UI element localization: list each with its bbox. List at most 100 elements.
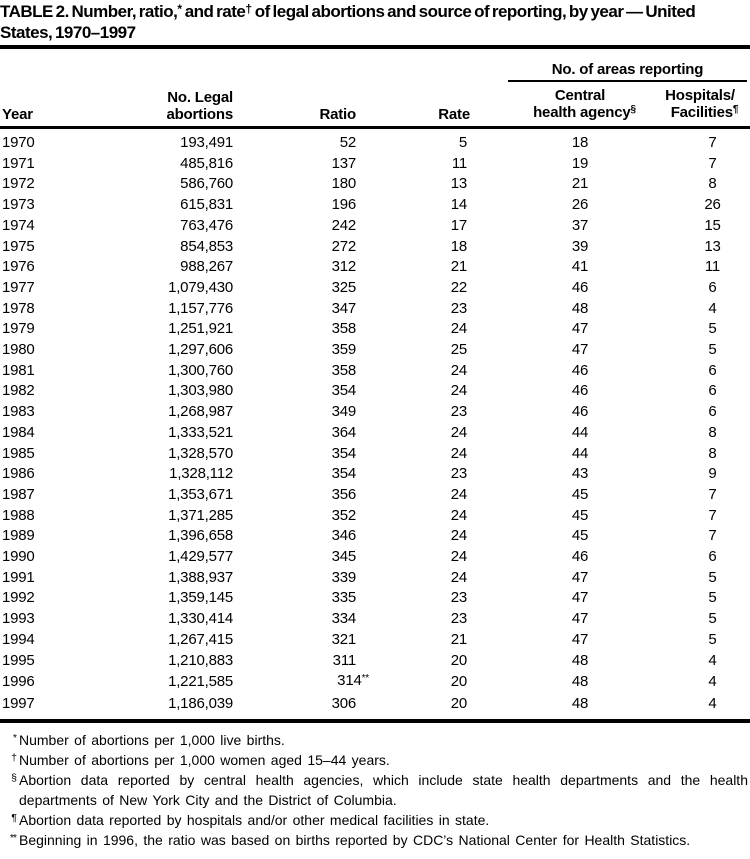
cell-ratio: 349 (331, 403, 357, 421)
cell-central: 47 (571, 568, 589, 586)
cell-rate: 21 (450, 630, 467, 648)
cell-year: 1976 (2, 258, 35, 276)
table-row: 1984 1,333,521 364 24 44 8 (0, 423, 750, 444)
footnote-marker: * (12, 731, 17, 744)
cell-hospitals: 7 (708, 485, 717, 503)
footnote-text: Number of abortions per 1,000 women aged… (19, 751, 390, 768)
cell-hospitals: 4 (708, 651, 717, 669)
cell-rate: 5 (458, 134, 467, 151)
cell-central: 46 (571, 278, 589, 296)
cell-abortions: 1,359,145 (168, 589, 233, 607)
cell-central: 37 (571, 216, 589, 234)
cell-rate: 24 (450, 485, 467, 503)
cell-central: 46 (571, 548, 589, 566)
cell-central: 46 (571, 361, 589, 379)
col-header-central-health-agency: Central health agency§ (470, 82, 650, 129)
cell-rate: 24 (450, 444, 467, 462)
cell-ratio: 312 (331, 258, 357, 276)
cell-hospitals: 4 (708, 673, 717, 691)
cell-ratio: 196 (331, 196, 357, 214)
cell-hospitals: 5 (708, 320, 717, 338)
cell-central: 48 (571, 673, 589, 691)
cell-hospitals: 5 (708, 610, 717, 628)
cell-abortions: 1,157,776 (168, 299, 233, 317)
cell-abortions: 988,267 (180, 258, 233, 276)
cell-abortions: 1,079,430 (168, 278, 233, 296)
cell-ratio: 180 (331, 175, 357, 193)
cell-year: 1978 (2, 299, 35, 317)
cell-hospitals: 5 (708, 589, 717, 607)
cell-rate: 17 (450, 216, 467, 234)
cell-hospitals: 6 (708, 382, 717, 400)
cell-abortions: 193,491 (180, 134, 233, 151)
cell-rate: 24 (450, 506, 467, 524)
cell-rate: 13 (450, 175, 467, 193)
table-row: 1976 988,267 312 21 41 11 (0, 257, 750, 278)
cell-ratio: 354 (331, 382, 357, 400)
cell-ratio: 364 (331, 423, 357, 441)
cell-year: 1981 (2, 361, 35, 379)
cell-ratio: 345 (331, 548, 357, 566)
table-row: 1991 1,388,937 339 24 47 5 (0, 568, 750, 589)
col-header-rate: Rate (358, 82, 470, 129)
cell-rate: 23 (450, 589, 467, 607)
cell-hospitals: 15 (704, 216, 721, 234)
col-header-abortions-line1: No. Legal (167, 89, 233, 106)
cell-central: 45 (571, 527, 589, 545)
cell-rate: 25 (450, 341, 467, 359)
cell-central: 47 (571, 341, 589, 359)
cell-ratio: 335 (331, 589, 357, 607)
cell-abortions: 1,300,760 (168, 361, 233, 379)
abortions-by-year-table: No. of areas reporting Year No. Legal ab… (0, 49, 750, 719)
cell-rate: 24 (450, 320, 467, 338)
cell-hospitals: 8 (708, 423, 717, 441)
footnote: * Number of abortions per 1,000 live birt… (0, 730, 750, 750)
cell-abortions: 1,210,883 (168, 651, 233, 669)
cell-central: 45 (571, 485, 589, 503)
col-header-central-line1: Central (554, 87, 606, 104)
col-header-ratio: Ratio (235, 82, 358, 129)
cell-abortions: 1,186,039 (168, 694, 233, 712)
table-row: 1981 1,300,760 358 24 46 6 (0, 361, 750, 382)
cell-year: 1996 (2, 673, 35, 691)
cell-central: 48 (571, 694, 589, 712)
footnote-text: Number of abortions per 1,000 live birth… (19, 731, 285, 748)
table-row: 1996 1,221,585 314** 20 48 4 (0, 671, 750, 694)
cell-ratio: 272 (331, 237, 357, 255)
col-header-abortions: No. Legal abortions (105, 82, 235, 129)
cell-ratio: 321 (331, 630, 357, 648)
cell-central: 47 (571, 610, 589, 628)
cell-hospitals: 6 (708, 278, 717, 296)
table-row: 1994 1,267,415 321 21 47 5 (0, 630, 750, 651)
cell-hospitals: 11 (704, 258, 721, 276)
cell-hospitals: 7 (708, 154, 717, 172)
table-row: 1995 1,210,883 311 20 48 4 (0, 651, 750, 672)
cell-year: 1974 (2, 216, 35, 234)
cell-ratio: 359 (331, 341, 357, 359)
section-footnote-marker: § (630, 104, 637, 115)
cell-central: 47 (571, 589, 589, 607)
cell-year: 1972 (2, 175, 35, 193)
table-row: 1977 1,079,430 325 22 46 6 (0, 278, 750, 299)
cell-rate: 24 (450, 423, 467, 441)
footnote-marker: ** (9, 831, 17, 844)
cell-abortions: 1,303,980 (168, 382, 233, 400)
cell-abortions: 1,333,521 (168, 423, 233, 441)
cell-abortions: 485,816 (180, 154, 233, 172)
cell-rate: 24 (450, 361, 467, 379)
table-row: 1978 1,157,776 347 23 48 4 (0, 299, 750, 320)
cell-rate: 18 (450, 237, 467, 255)
cell-ratio: 347 (331, 299, 357, 317)
cell-abortions: 763,476 (180, 216, 233, 234)
cell-hospitals: 6 (708, 403, 717, 421)
cell-ratio: 314** (235, 671, 369, 694)
cell-year: 1997 (2, 694, 35, 712)
cell-central: 44 (571, 444, 589, 462)
cell-rate: 24 (450, 527, 467, 545)
table-row: 1985 1,328,570 354 24 44 8 (0, 444, 750, 465)
title-text: TABLE 2. Number, ratio, (0, 2, 178, 21)
cell-central: 39 (571, 237, 589, 255)
cell-ratio: 358 (331, 361, 357, 379)
cell-year: 1970 (2, 134, 35, 151)
cell-abortions: 1,371,285 (168, 506, 233, 524)
